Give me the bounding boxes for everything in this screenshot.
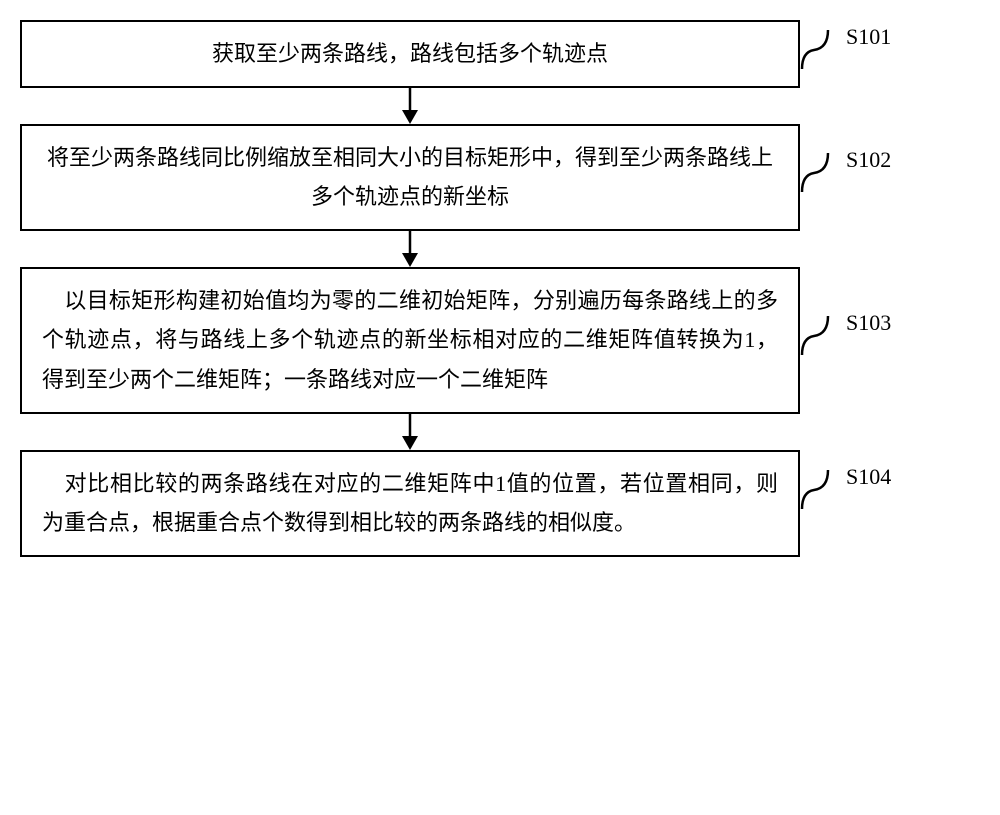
flow-row: 获取至少两条路线，路线包括多个轨迹点 S101 (20, 20, 980, 88)
step-label-area: S102 (800, 157, 980, 197)
flowchart-container: 获取至少两条路线，路线包括多个轨迹点 S101 将至少两条路线同比例缩放至相同大… (20, 20, 980, 557)
flow-step-box: 将至少两条路线同比例缩放至相同大小的目标矩形中，得到至少两条路线上多个轨迹点的新… (20, 124, 800, 231)
step-label: S102 (846, 147, 891, 173)
flow-step-box: 以目标矩形构建初始值均为零的二维初始矩阵，分别遍历每条路线上的多个轨迹点，将与路… (20, 267, 800, 414)
flow-row: 对比相比较的两条路线在对应的二维矩阵中1值的位置，若位置相同，则为重合点，根据重… (20, 450, 980, 557)
step-label-area: S101 (800, 34, 980, 74)
brace-icon (800, 24, 850, 74)
step-text: 将至少两条路线同比例缩放至相同大小的目标矩形中，得到至少两条路线上多个轨迹点的新… (47, 145, 773, 210)
brace-icon (800, 310, 850, 360)
flow-step-box: 对比相比较的两条路线在对应的二维矩阵中1值的位置，若位置相同，则为重合点，根据重… (20, 450, 800, 557)
step-label-area: S104 (800, 474, 980, 514)
step-text: 获取至少两条路线，路线包括多个轨迹点 (212, 41, 608, 66)
arrow-gap (20, 414, 800, 450)
arrow-gap (20, 231, 800, 267)
step-label: S101 (846, 24, 891, 50)
step-label-area: S103 (800, 320, 980, 360)
flow-step-box: 获取至少两条路线，路线包括多个轨迹点 (20, 20, 800, 88)
step-text: 以目标矩形构建初始值均为零的二维初始矩阵，分别遍历每条路线上的多个轨迹点，将与路… (42, 288, 778, 392)
down-arrow-icon (398, 88, 422, 124)
step-label: S104 (846, 464, 891, 490)
step-label: S103 (846, 310, 891, 336)
down-arrow-icon (398, 414, 422, 450)
arrow-gap (20, 88, 800, 124)
brace-icon (800, 147, 850, 197)
brace-icon (800, 464, 850, 514)
step-text: 对比相比较的两条路线在对应的二维矩阵中1值的位置，若位置相同，则为重合点，根据重… (42, 471, 778, 536)
flow-row: 以目标矩形构建初始值均为零的二维初始矩阵，分别遍历每条路线上的多个轨迹点，将与路… (20, 267, 980, 414)
flow-row: 将至少两条路线同比例缩放至相同大小的目标矩形中，得到至少两条路线上多个轨迹点的新… (20, 124, 980, 231)
down-arrow-icon (398, 231, 422, 267)
